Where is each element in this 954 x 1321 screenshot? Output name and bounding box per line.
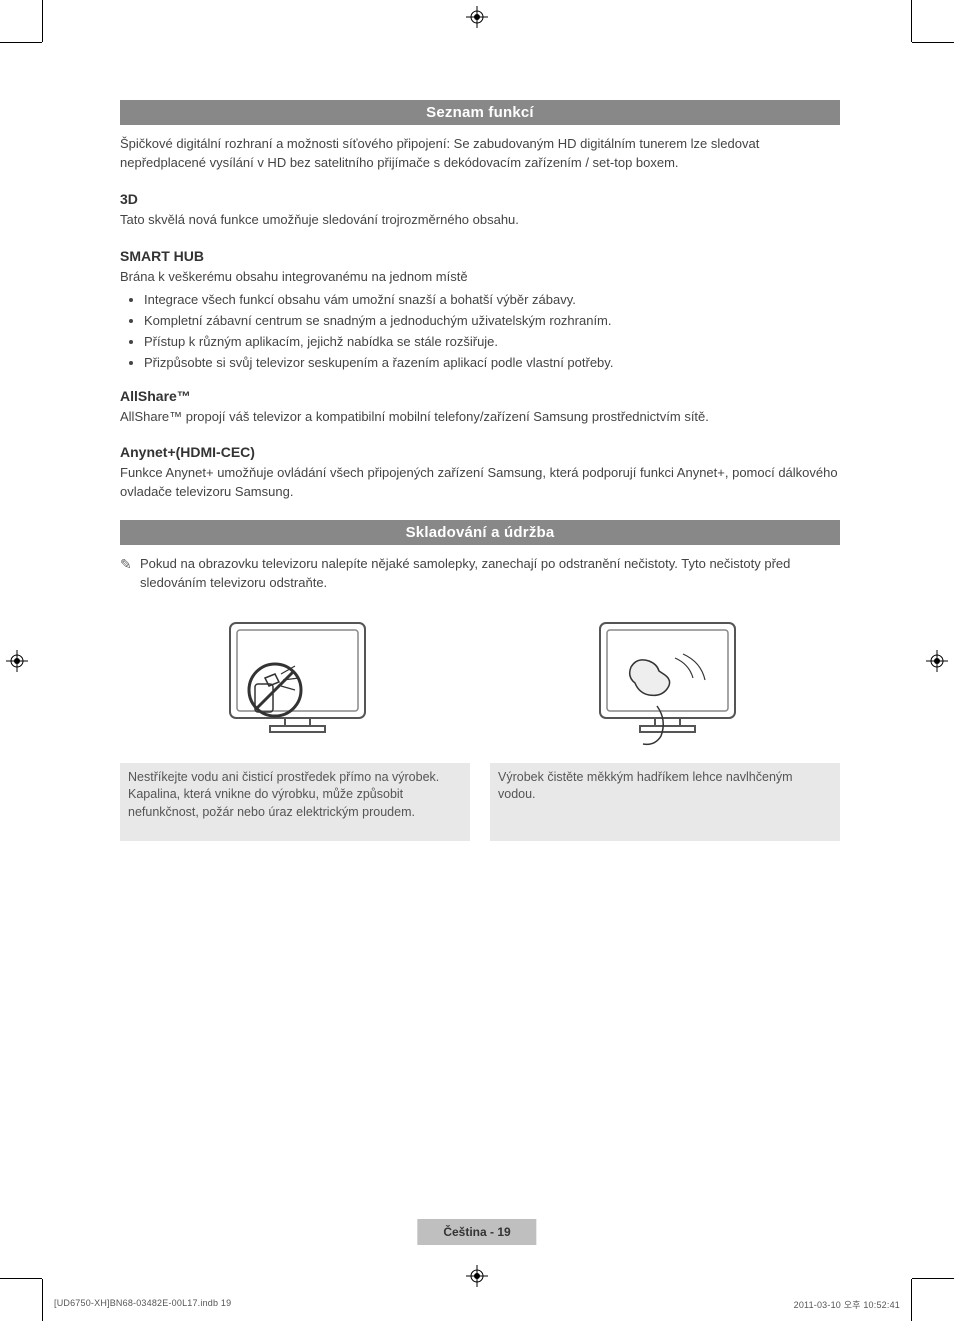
section-heading-udrzba: Skladování a údržba xyxy=(120,520,840,545)
prepress-filename: [UD6750-XH]BN68-03482E-00L17.indb 19 xyxy=(54,1298,231,1311)
crop-mark xyxy=(42,1279,43,1321)
feature-title-smarthub: SMART HUB xyxy=(120,248,840,264)
prepress-timestamp: 2011-03-10 오후 10:52:41 xyxy=(794,1298,900,1311)
crop-mark xyxy=(0,42,42,43)
wipe-cloth-icon xyxy=(565,608,765,758)
intro-text: Špičkové digitální rozhraní a možnosti s… xyxy=(120,135,840,173)
crop-mark xyxy=(42,0,43,42)
list-item: Integrace všech funkcí obsahu vám umožní… xyxy=(144,290,840,311)
prepress-footer: [UD6750-XH]BN68-03482E-00L17.indb 19 201… xyxy=(54,1298,900,1311)
page-number-footer: Čeština - 19 xyxy=(417,1219,536,1245)
page-content: Seznam funkcí Špičkové digitální rozhran… xyxy=(120,100,840,841)
illustration-right: Výrobek čistěte měkkým hadříkem lehce na… xyxy=(490,603,840,841)
illustration-left: Nestříkejte vodu ani čisticí prostředek … xyxy=(120,603,470,841)
list-item: Přístup k různým aplikacím, jejichž nabí… xyxy=(144,332,840,353)
spray-prohibited-icon xyxy=(195,608,395,758)
feature-subtitle-smarthub: Brána k veškerému obsahu integrovanému n… xyxy=(120,268,840,287)
caption-left: Nestříkejte vodu ani čisticí prostředek … xyxy=(120,763,470,841)
feature-text-allshare: AllShare™ propojí váš televizor a kompat… xyxy=(120,408,840,427)
crop-mark xyxy=(912,42,954,43)
feature-text-anynet: Funkce Anynet+ umožňuje ovládání všech p… xyxy=(120,464,840,502)
note-text: Pokud na obrazovku televizoru nalepíte n… xyxy=(140,555,840,593)
crop-mark xyxy=(911,1279,912,1321)
crop-mark xyxy=(0,1278,42,1279)
registration-mark-icon xyxy=(466,6,488,28)
note-row: ✎ Pokud na obrazovku televizoru nalepíte… xyxy=(120,555,840,593)
crop-mark xyxy=(912,1278,954,1279)
feature-text-3d: Tato skvělá nová funkce umožňuje sledová… xyxy=(120,211,840,230)
registration-mark-icon xyxy=(926,650,948,672)
list-item: Kompletní zábavní centrum se snadným a j… xyxy=(144,311,840,332)
registration-mark-icon xyxy=(466,1265,488,1287)
section-heading-funkci: Seznam funkcí xyxy=(120,100,840,125)
illustration-row: Nestříkejte vodu ani čisticí prostředek … xyxy=(120,603,840,841)
note-icon: ✎ xyxy=(120,555,140,573)
feature-title-3d: 3D xyxy=(120,191,840,207)
smarthub-list: Integrace všech funkcí obsahu vám umožní… xyxy=(120,290,840,373)
feature-title-allshare: AllShare™ xyxy=(120,388,840,404)
crop-mark xyxy=(911,0,912,42)
registration-mark-icon xyxy=(6,650,28,672)
feature-title-anynet: Anynet+(HDMI-CEC) xyxy=(120,444,840,460)
caption-right: Výrobek čistěte měkkým hadříkem lehce na… xyxy=(490,763,840,841)
list-item: Přizpůsobte si svůj televizor seskupením… xyxy=(144,353,840,374)
